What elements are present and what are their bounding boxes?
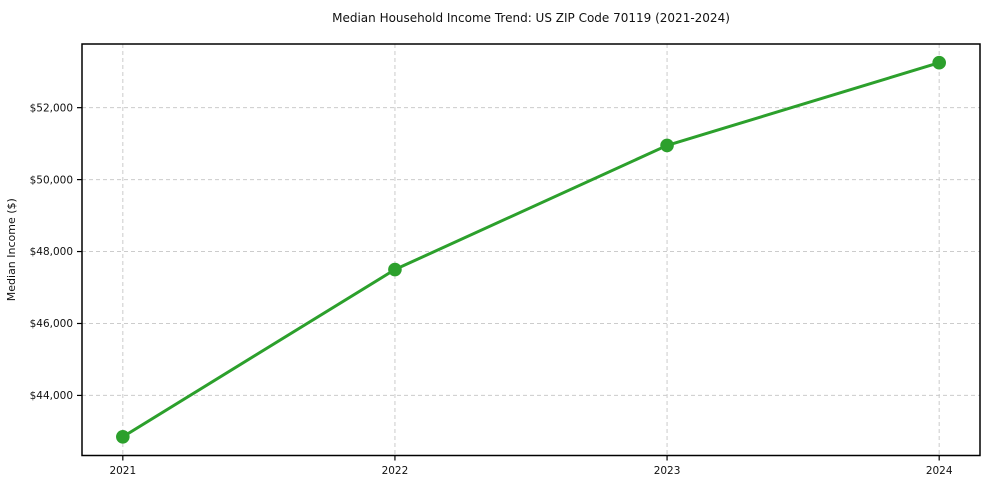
y-tick-label: $52,000 [30,102,73,114]
y-tick-label: $44,000 [30,390,73,402]
y-tick-label: $50,000 [30,174,73,186]
data-point-2022 [388,262,402,277]
data-point-2021 [116,429,130,444]
data-series [116,55,946,444]
trend-line [121,61,941,439]
y-axis-label: Median Income ($) [5,198,18,301]
data-point-2024 [932,55,946,70]
gridlines [82,44,980,456]
axis-ticks: $44,000 $46,000 $48,000 $50,000 $52,000 2021 2… [30,102,953,477]
x-tick-label: 2022 [382,465,409,477]
chart-title: Median Household Income Trend: US ZIP Co… [332,11,730,25]
x-tick-label: 2024 [926,465,953,477]
y-tick-label: $46,000 [30,318,73,330]
plot-border [81,43,981,457]
x-tick-label: 2021 [109,465,136,477]
x-tick-label: 2023 [654,465,681,477]
data-point-2023 [660,138,674,153]
y-tick-label: $48,000 [30,246,73,258]
